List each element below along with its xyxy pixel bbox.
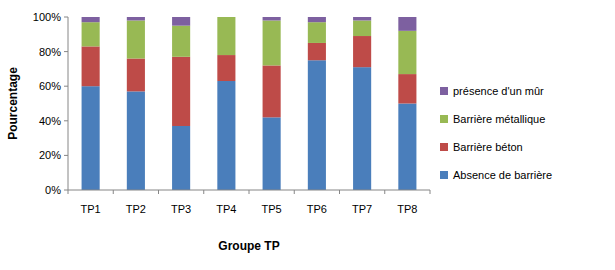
- y-tick: [64, 17, 68, 18]
- bar-segment: [217, 17, 235, 18]
- bars: [82, 17, 417, 190]
- y-tick: [64, 155, 68, 156]
- bar-segment: [127, 59, 145, 92]
- bar-segment: [263, 20, 281, 65]
- bar-segment: [172, 57, 190, 126]
- x-tick: [384, 190, 385, 194]
- x-tick: [203, 190, 204, 194]
- y-tick-label: 60%: [39, 80, 61, 92]
- y-tick-label: 40%: [39, 115, 61, 127]
- x-tick-label: TP4: [216, 203, 236, 215]
- y-tick-label: 80%: [39, 46, 61, 58]
- bar-segment: [217, 55, 235, 81]
- x-tick: [68, 190, 69, 194]
- bar-segment: [353, 67, 371, 190]
- bar-segment: [263, 117, 281, 190]
- bar-segment: [308, 22, 326, 43]
- y-tick-label: 100%: [33, 11, 61, 23]
- x-axis-label: Groupe TP: [218, 239, 279, 253]
- bar-segment: [172, 126, 190, 190]
- bar-segment: [82, 46, 100, 86]
- bar-segment: [263, 65, 281, 117]
- y-tick-label: 20%: [39, 149, 61, 161]
- bar-segment: [308, 17, 326, 22]
- x-tick: [158, 190, 159, 194]
- x-tick: [430, 190, 431, 194]
- x-tick-label: TP5: [262, 203, 282, 215]
- x-tick: [339, 190, 340, 194]
- x-tick: [249, 190, 250, 194]
- bar-segment: [172, 26, 190, 57]
- x-tick-label: TP2: [126, 203, 146, 215]
- bar-segment: [82, 22, 100, 46]
- bar-segment: [127, 91, 145, 190]
- legend-swatch: [440, 171, 448, 179]
- legend-swatch: [440, 143, 448, 151]
- y-tick-label: 0%: [45, 184, 61, 196]
- bar-segment: [82, 17, 100, 22]
- x-tick-label: TP1: [81, 203, 101, 215]
- bar-segment: [172, 17, 190, 26]
- y-tick: [64, 120, 68, 121]
- bar-segment: [353, 17, 371, 20]
- y-axis-label: Pourcentage: [6, 67, 20, 140]
- chart: 0% 20% 40% 60% 80% 100% TP1 TP2 TP3 TP4 TP5 TP6 TP7 T…: [0, 0, 615, 270]
- bar-segment: [308, 60, 326, 190]
- bar-segment: [127, 20, 145, 58]
- bar-segment: [353, 36, 371, 67]
- bar-segment: [398, 31, 416, 74]
- bar-segment: [217, 81, 235, 190]
- legend-label: Barrière métallique: [453, 113, 545, 125]
- y-axis: [68, 17, 69, 190]
- bar-segment: [398, 17, 416, 31]
- legend-swatch: [440, 115, 448, 123]
- y-tick: [64, 86, 68, 87]
- legend-label: Absence de barrière: [453, 169, 552, 181]
- bar-segment: [82, 86, 100, 190]
- bar-segment: [308, 43, 326, 60]
- legend-label: Barrière béton: [453, 141, 523, 153]
- x-tick-label: TP8: [397, 203, 417, 215]
- x-tick: [294, 190, 295, 194]
- bar-segment: [353, 20, 371, 36]
- bar-segment: [398, 104, 416, 191]
- x-tick-label: TP7: [352, 203, 372, 215]
- legend-label: présence d'un mûr: [453, 85, 544, 97]
- bar-segment: [398, 74, 416, 103]
- y-tick: [64, 190, 68, 191]
- bar-segment: [263, 17, 281, 20]
- y-tick: [64, 51, 68, 52]
- x-tick-label: TP6: [307, 203, 327, 215]
- x-tick-label: TP3: [171, 203, 191, 215]
- bar-segment: [217, 17, 235, 55]
- x-tick: [113, 190, 114, 194]
- bar-segment: [127, 17, 145, 20]
- legend-swatch: [440, 87, 448, 95]
